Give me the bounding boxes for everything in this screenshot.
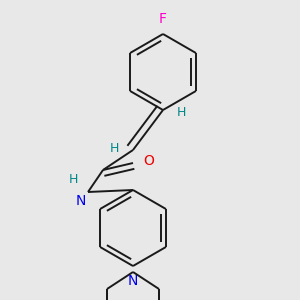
Text: O: O: [143, 154, 154, 168]
Text: H: H: [110, 142, 119, 154]
Text: H: H: [69, 173, 78, 186]
Text: F: F: [159, 12, 167, 26]
Text: H: H: [177, 106, 186, 118]
Text: N: N: [128, 274, 138, 288]
Text: N: N: [76, 194, 86, 208]
